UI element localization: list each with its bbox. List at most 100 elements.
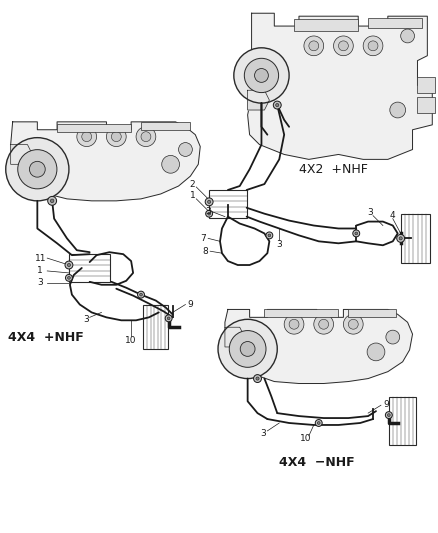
Circle shape <box>289 319 298 329</box>
Bar <box>69 254 110 282</box>
Bar <box>141 122 190 130</box>
Circle shape <box>314 419 321 426</box>
Circle shape <box>343 314 362 334</box>
Polygon shape <box>247 13 431 159</box>
Circle shape <box>275 103 278 107</box>
Circle shape <box>338 41 348 51</box>
Circle shape <box>65 274 72 281</box>
Circle shape <box>367 41 377 51</box>
Circle shape <box>29 161 45 177</box>
Circle shape <box>303 36 323 56</box>
Circle shape <box>348 319 357 329</box>
Bar <box>57 124 131 132</box>
Circle shape <box>111 132 121 142</box>
Circle shape <box>178 143 192 156</box>
Circle shape <box>283 314 303 334</box>
Circle shape <box>229 330 265 367</box>
Circle shape <box>77 127 96 147</box>
Circle shape <box>255 377 258 380</box>
Text: 3: 3 <box>366 208 372 217</box>
Text: 3: 3 <box>83 315 88 324</box>
Circle shape <box>240 342 254 357</box>
Circle shape <box>385 330 399 344</box>
Circle shape <box>106 127 126 147</box>
Bar <box>367 18 421 28</box>
Text: 9: 9 <box>187 300 193 309</box>
Text: 10: 10 <box>125 336 137 344</box>
Circle shape <box>139 293 142 296</box>
Circle shape <box>333 36 353 56</box>
Polygon shape <box>224 327 244 347</box>
Text: 1: 1 <box>189 191 195 200</box>
Circle shape <box>167 317 170 320</box>
Text: 11: 11 <box>35 254 46 263</box>
Circle shape <box>207 212 210 215</box>
Text: 8: 8 <box>202 247 208 256</box>
Circle shape <box>398 237 401 240</box>
Text: 7: 7 <box>200 234 205 243</box>
Circle shape <box>387 414 389 416</box>
Bar <box>417 77 434 93</box>
Bar <box>293 19 357 31</box>
Polygon shape <box>224 310 412 384</box>
Circle shape <box>265 232 272 239</box>
Polygon shape <box>247 90 269 110</box>
Bar <box>388 397 416 445</box>
Circle shape <box>218 319 277 378</box>
Circle shape <box>362 36 382 56</box>
Text: 4X2  +NHF: 4X2 +NHF <box>298 163 367 176</box>
Text: 4: 4 <box>389 211 395 220</box>
Text: 9: 9 <box>382 400 388 409</box>
Bar <box>400 214 429 263</box>
Text: 1: 1 <box>37 266 43 276</box>
Circle shape <box>141 132 151 142</box>
Circle shape <box>366 343 384 361</box>
Polygon shape <box>11 122 200 201</box>
Circle shape <box>244 58 278 93</box>
Text: 3: 3 <box>260 430 266 438</box>
Circle shape <box>354 232 357 235</box>
Circle shape <box>400 29 413 43</box>
Text: 4X4  +NHF: 4X4 +NHF <box>8 330 83 344</box>
Circle shape <box>137 291 144 298</box>
Circle shape <box>389 102 405 118</box>
Bar <box>417 97 434 113</box>
Circle shape <box>352 230 359 237</box>
Circle shape <box>313 314 333 334</box>
Circle shape <box>385 411 392 418</box>
Circle shape <box>161 156 179 173</box>
Bar <box>143 305 168 350</box>
Circle shape <box>267 234 270 237</box>
Circle shape <box>18 150 57 189</box>
Circle shape <box>81 132 92 142</box>
Circle shape <box>308 41 318 51</box>
Bar <box>208 190 246 217</box>
Circle shape <box>50 199 54 203</box>
Circle shape <box>254 69 268 83</box>
Circle shape <box>207 200 210 204</box>
Circle shape <box>396 235 404 243</box>
Text: 3: 3 <box>37 278 43 287</box>
Circle shape <box>67 277 70 279</box>
Circle shape <box>233 48 289 103</box>
Circle shape <box>205 210 212 217</box>
Circle shape <box>317 422 319 424</box>
Circle shape <box>136 127 155 147</box>
Text: 3: 3 <box>276 240 282 249</box>
Circle shape <box>67 263 71 266</box>
Circle shape <box>253 375 261 383</box>
Circle shape <box>65 261 73 269</box>
Text: 2: 2 <box>189 180 195 189</box>
Circle shape <box>318 319 328 329</box>
Text: 10: 10 <box>300 434 311 443</box>
Bar <box>264 310 338 317</box>
Circle shape <box>205 198 212 206</box>
Circle shape <box>6 138 69 201</box>
Text: 4X4  −NHF: 4X4 −NHF <box>279 456 354 469</box>
Polygon shape <box>11 144 32 164</box>
Bar <box>348 310 395 317</box>
Circle shape <box>165 315 172 322</box>
Circle shape <box>273 101 281 109</box>
Text: 3: 3 <box>205 207 211 216</box>
Circle shape <box>48 196 57 205</box>
